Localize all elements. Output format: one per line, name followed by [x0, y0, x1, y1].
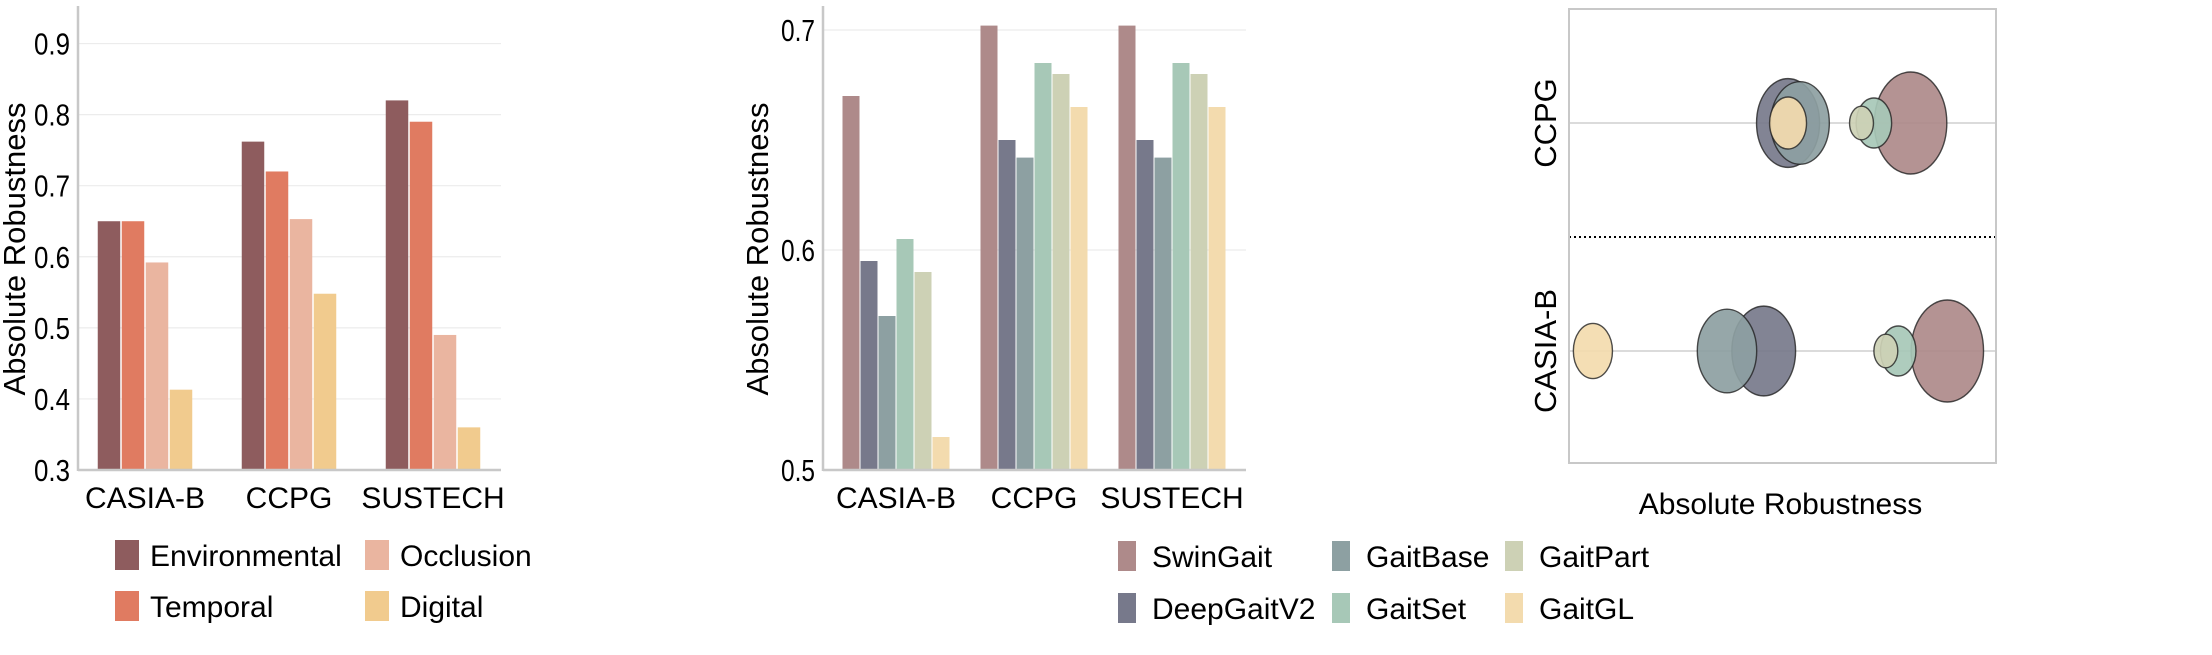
chart-bubble-robustness: CCPG CASIA-B Absolute Robustness	[1528, 8, 1997, 521]
legend-swatch-gaitpart	[1505, 541, 1523, 571]
bubble-gaitbase-casia-b	[1696, 308, 1758, 394]
x-tick-label: CCPG	[246, 482, 333, 515]
legend-label-swingait: SwinGait	[1152, 541, 1273, 574]
y-category-label: CCPG	[1528, 78, 1563, 168]
legend-label-gaitpart: GaitPart	[1539, 541, 1650, 574]
bar-temporal-casia-b	[121, 221, 145, 470]
y-tick-label: 0.7	[781, 13, 815, 48]
legend-label-temporal: Temporal	[150, 591, 273, 624]
legend-label-digital: Digital	[400, 591, 483, 624]
bar-digital-sustech	[457, 427, 481, 470]
bar-environmental-ccpg	[241, 141, 265, 470]
bar-gaitgl-ccpg	[1070, 107, 1088, 470]
x-tick-label: CCPG	[991, 482, 1078, 515]
bar-environmental-casia-b	[97, 221, 121, 470]
bar-gaitset-sustech	[1172, 63, 1190, 470]
y-axis-label: Absolute Robustness	[740, 103, 775, 396]
x-tick-label: CASIA-B	[85, 482, 205, 515]
chart-robustness-by-model: 0.5 0.6 0.7 CASIA-B CCPG SUSTECH Absolute Robu…	[740, 6, 1650, 626]
legend-swatch-gaitset	[1332, 593, 1350, 623]
bubble-gaitgl-casia-b	[1572, 322, 1614, 380]
x-tick-label: CASIA-B	[836, 482, 956, 515]
y-category-label: CASIA-B	[1528, 289, 1563, 413]
bar-gaitgl-sustech	[1208, 107, 1226, 470]
legend-swatch-temporal	[115, 591, 139, 621]
bar-gaitbase-ccpg	[1016, 157, 1034, 470]
bar-deepgaitv2-ccpg	[998, 140, 1016, 470]
bubble-gaitpart-ccpg	[1848, 105, 1875, 141]
bar-gaitpart-sustech	[1190, 74, 1208, 470]
bar-gaitbase-casia-b	[878, 316, 896, 470]
bar-gaitpart-ccpg	[1052, 74, 1070, 470]
y-tick-label: 0.9	[34, 27, 70, 62]
x-tick-label: SUSTECH	[361, 482, 504, 515]
bar-gaitpart-casia-b	[914, 272, 932, 470]
bubble-gaitpart-casia-b	[1873, 333, 1899, 369]
plot-frame	[1568, 8, 1997, 464]
y-tick-label: 0.6	[34, 240, 70, 275]
y-tick-label: 0.5	[781, 453, 815, 488]
bar-swingait-ccpg	[980, 25, 998, 470]
bar-deepgaitv2-casia-b	[860, 261, 878, 470]
chart-robustness-by-perturbation: 0.3 0.4 0.5 0.6 0.7 0.8 0.9 CASIA-B CCPG SUSTECH A…	[0, 6, 532, 624]
bar-temporal-ccpg	[265, 171, 289, 470]
y-tick-label: 0.3	[34, 453, 70, 488]
bar-temporal-sustech	[409, 121, 433, 470]
bubble-gaitgl-ccpg	[1768, 96, 1808, 150]
bar-environmental-sustech	[385, 100, 409, 471]
y-axis-label: Absolute Robustness	[0, 103, 32, 396]
bar-swingait-sustech	[1118, 25, 1136, 470]
legend-label-gaitbase: GaitBase	[1366, 541, 1489, 574]
legend-swatch-occlusion	[365, 540, 389, 570]
bar-occlusion-casia-b	[145, 262, 169, 470]
y-tick-label: 0.5	[34, 311, 70, 346]
legend-swatch-gaitbase	[1332, 541, 1350, 571]
y-tick-label: 0.8	[34, 98, 70, 133]
legend-swatch-gaitgl	[1505, 593, 1523, 623]
legend-label-occlusion: Occlusion	[400, 540, 532, 573]
legend-label-deepgaitv2: DeepGaitV2	[1152, 593, 1315, 626]
bar-swingait-casia-b	[842, 96, 860, 470]
y-tick-label: 0.6	[781, 233, 815, 268]
y-tick-label: 0.7	[34, 169, 70, 204]
legend-swatch-swingait	[1118, 541, 1136, 571]
x-tick-label: SUSTECH	[1100, 482, 1243, 515]
bar-digital-ccpg	[313, 293, 337, 470]
y-tick-label: 0.4	[34, 382, 70, 417]
bar-occlusion-sustech	[433, 334, 457, 470]
bar-digital-casia-b	[169, 389, 193, 470]
x-axis-label: Absolute Robustness	[1639, 488, 1923, 521]
bar-gaitbase-sustech	[1154, 157, 1172, 470]
bubble-swingait-casia-b	[1910, 299, 1985, 403]
legend-swatch-digital	[365, 591, 389, 621]
bar-gaitset-ccpg	[1034, 63, 1052, 470]
bar-gaitgl-casia-b	[932, 437, 950, 470]
legend-label-environmental: Environmental	[150, 540, 342, 573]
bar-deepgaitv2-sustech	[1136, 140, 1154, 470]
legend-swatch-environmental	[115, 540, 139, 570]
legend-swatch-deepgaitv2	[1118, 593, 1136, 623]
bar-gaitset-casia-b	[896, 239, 914, 470]
bar-occlusion-ccpg	[289, 219, 313, 470]
legend-label-gaitgl: GaitGL	[1539, 593, 1634, 626]
legend-label-gaitset: GaitSet	[1366, 593, 1467, 626]
